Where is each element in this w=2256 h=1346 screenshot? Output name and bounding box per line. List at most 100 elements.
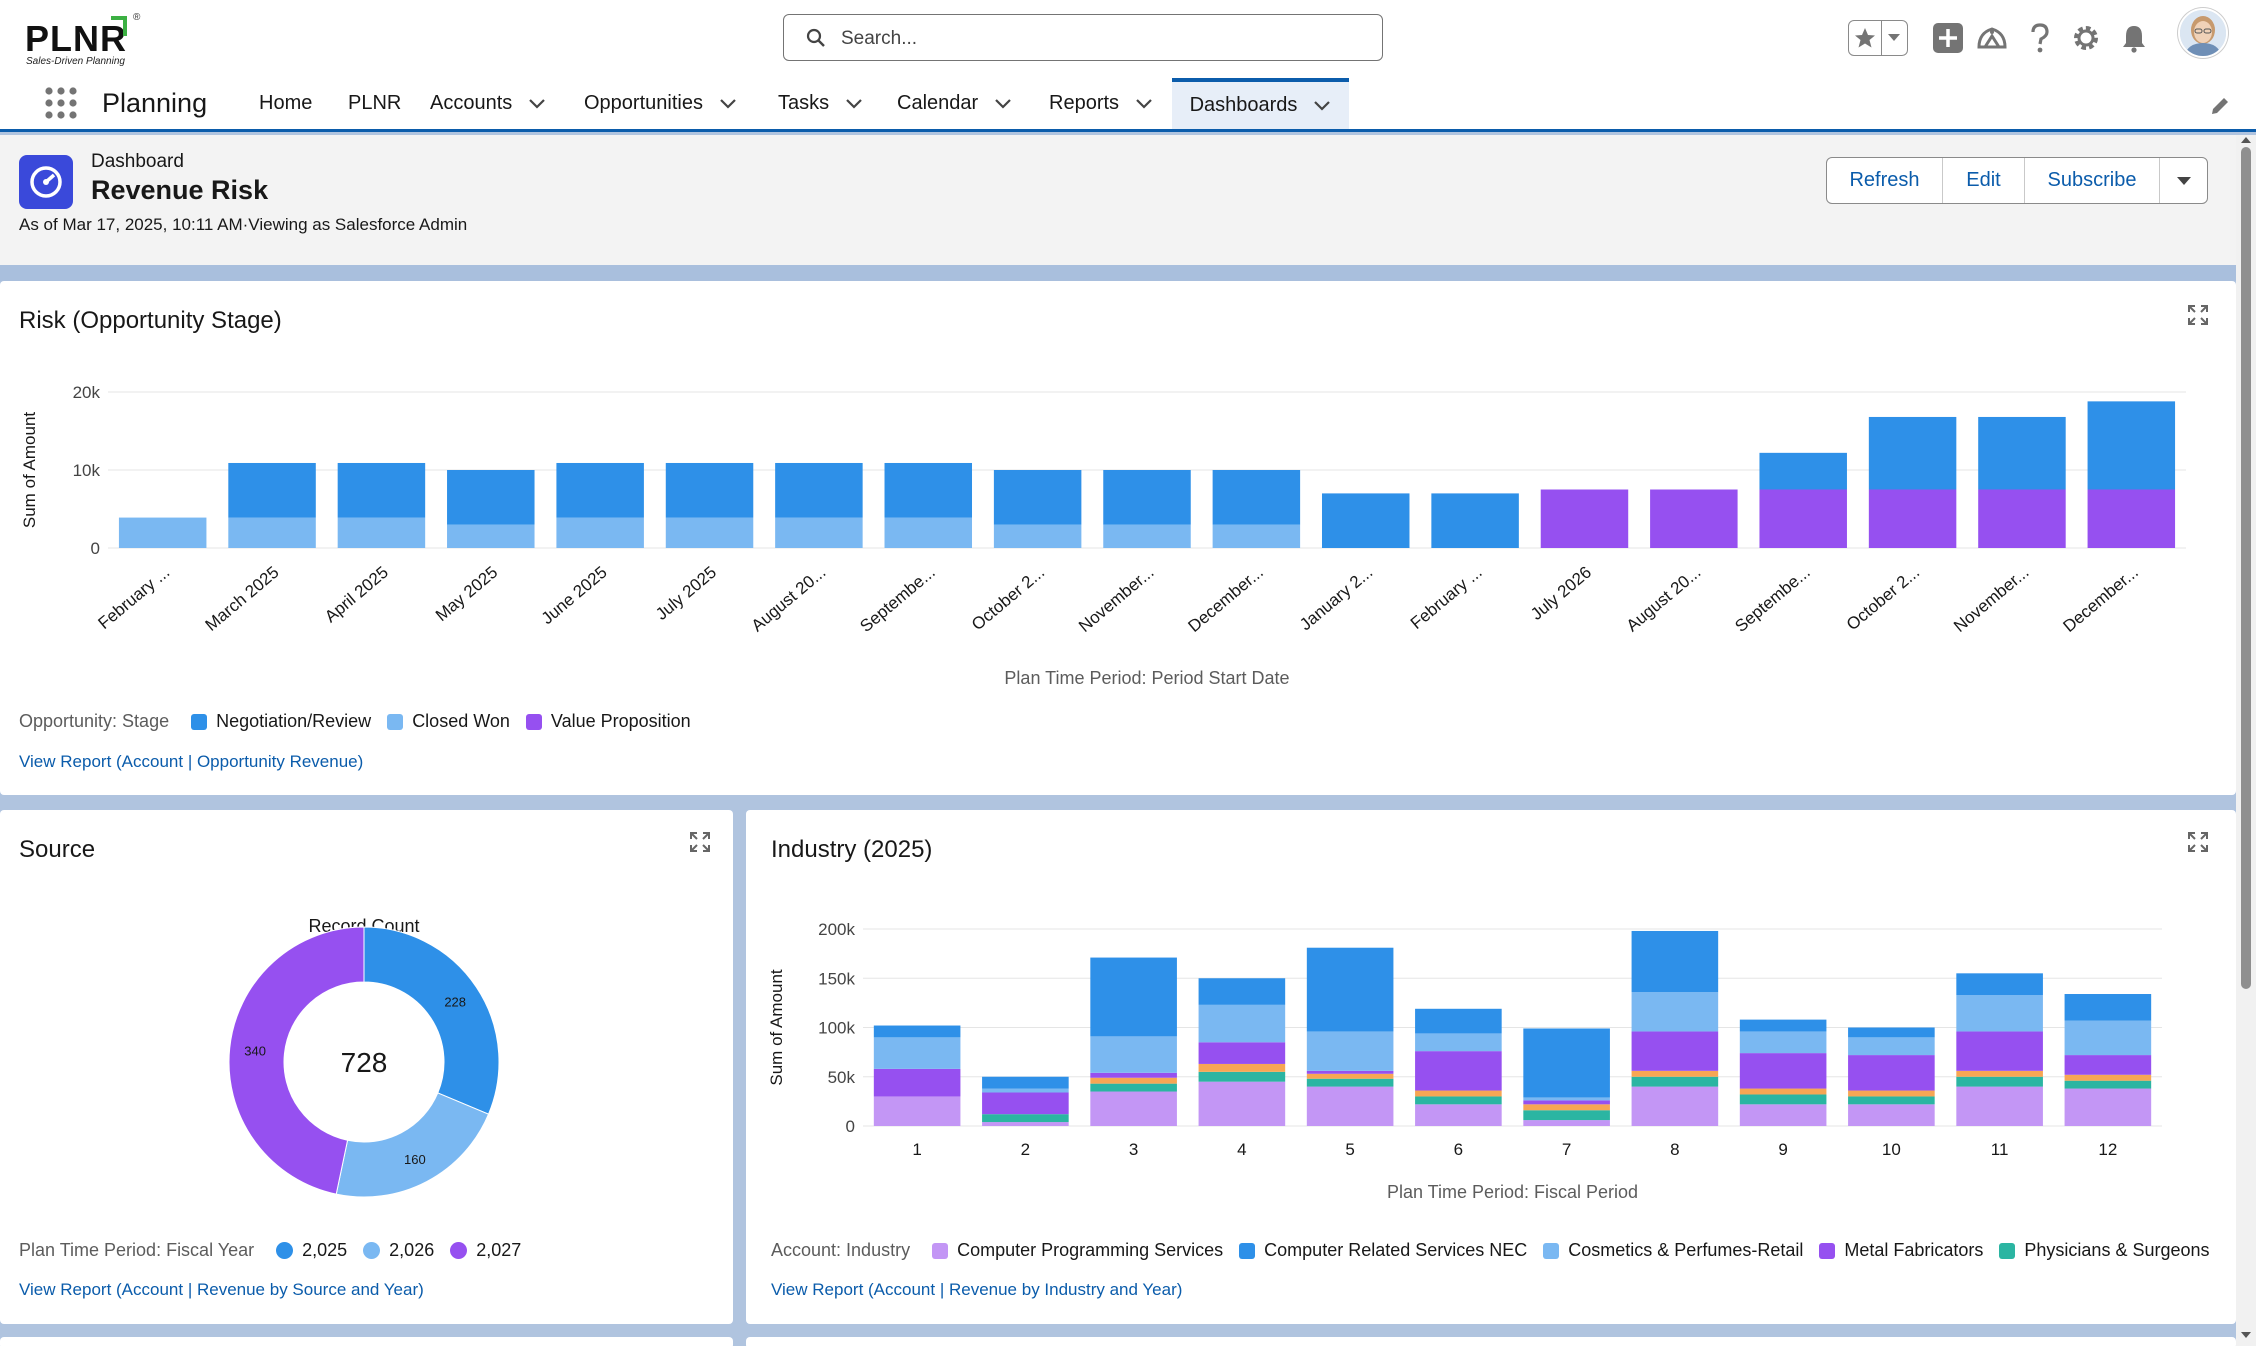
legend-item[interactable]: 2,026 — [363, 1240, 434, 1261]
legend-item[interactable]: Metal Fabricators — [1819, 1240, 1983, 1261]
x-tick-label: Septembe... — [856, 563, 938, 636]
legend-item[interactable]: Computer Related Services NEC — [1239, 1240, 1527, 1261]
bar-segment — [556, 462, 644, 518]
bar-segment — [1415, 1033, 1502, 1052]
chevron-down-icon[interactable] — [719, 98, 737, 110]
bar-segment — [1739, 1088, 1827, 1095]
legend-item[interactable]: 2,027 — [450, 1240, 521, 1261]
bar-segment — [1848, 1096, 1935, 1105]
legend-item[interactable]: Negotiation/Review — [191, 711, 371, 732]
risk-bar-chart[interactable]: 0 10k 20k Sum of Amount February ... March 20… — [0, 371, 2236, 701]
legend-item[interactable]: Computer Programming Services — [932, 1240, 1223, 1261]
legend-swatch — [525, 713, 542, 730]
view-report-link[interactable]: View Report (Account | Revenue by Source… — [19, 1280, 424, 1299]
legend-swatch — [191, 713, 208, 730]
bar-segment — [1848, 1104, 1935, 1126]
x-tick-label: August 20... — [1623, 563, 1705, 636]
y-tick-label: 150k — [818, 969, 855, 988]
nav-tab-calendar[interactable]: Calendar — [897, 78, 1012, 129]
expand-icon[interactable] — [690, 832, 710, 852]
next-card-peek — [0, 1337, 733, 1346]
donut-slice — [228, 926, 365, 1195]
bar-segment — [775, 462, 863, 518]
legend-label: Computer Programming Services — [957, 1240, 1224, 1260]
scroll-up-arrow-icon[interactable] — [2240, 135, 2252, 145]
nav-tab-dashboards[interactable]: Dashboards — [1172, 78, 1349, 129]
user-avatar[interactable] — [2178, 8, 2228, 58]
scroll-down-arrow-icon[interactable] — [2240, 1330, 2252, 1340]
bar-segment — [1739, 1094, 1827, 1105]
chevron-down-icon[interactable] — [1313, 100, 1331, 112]
nav-tab-tasks[interactable]: Tasks — [778, 78, 863, 129]
legend-item[interactable]: Value Proposition — [525, 711, 691, 732]
legend-item[interactable]: 2,025 — [276, 1240, 347, 1261]
nav-tab-label: Reports — [1049, 92, 1120, 114]
x-tick-label: October 2... — [1843, 563, 1923, 635]
help-icon[interactable] — [2022, 18, 2058, 58]
settings-gear-icon[interactable] — [2068, 18, 2104, 58]
star-icon[interactable] — [1849, 21, 1882, 55]
bar-segment — [2064, 1074, 2152, 1081]
x-tick-label: 12 — [2098, 1140, 2117, 1159]
bar-segment — [2087, 489, 2176, 548]
risk-legend-items: Negotiation/Review Closed Won Value Propos… — [191, 711, 707, 732]
nav-tab-accounts[interactable]: Accounts — [430, 78, 546, 129]
scrollbar-thumb[interactable] — [2241, 147, 2251, 989]
bar-segment — [1090, 1083, 1177, 1092]
expand-icon[interactable] — [2188, 832, 2208, 852]
bar-segment — [1198, 978, 1286, 1005]
bar-segment — [1415, 1051, 1502, 1091]
global-search-box[interactable]: Search... — [783, 14, 1383, 61]
trailhead-icon[interactable] — [1974, 18, 2010, 58]
logo-tagline: Sales-Driven Planning — [26, 56, 125, 67]
global-actions-plus-icon[interactable] — [1930, 18, 1966, 58]
chevron-down-icon[interactable] — [845, 98, 863, 110]
legend-label: Metal Fabricators — [1844, 1240, 1984, 1260]
dashboard-as-of-text: As of Mar 17, 2025, 10:11 AM·Viewing as … — [19, 215, 468, 234]
bar-segment — [982, 1076, 1069, 1089]
edit-nav-pencil-icon[interactable] — [2208, 94, 2232, 118]
nav-tab-opportunities[interactable]: Opportunities — [584, 78, 737, 129]
chevron-down-icon[interactable] — [1135, 98, 1153, 110]
app-launcher-waffle-icon[interactable] — [44, 86, 78, 120]
bar-segment — [1739, 1031, 1827, 1054]
legend-item[interactable]: Cosmetics & Perfumes-Retail — [1543, 1240, 1803, 1261]
chevron-down-icon[interactable] — [994, 98, 1012, 110]
chevron-down-icon[interactable] — [528, 98, 546, 110]
legend-label: Physicians & Surgeons — [2024, 1240, 2210, 1260]
edit-button[interactable]: Edit — [1943, 158, 2025, 203]
favorites-button[interactable] — [1848, 20, 1908, 56]
y-tick-label: 0 — [91, 539, 100, 558]
bar-segment — [982, 1088, 1069, 1093]
x-tick-label: 10 — [1882, 1140, 1901, 1159]
view-report-link[interactable]: View Report (Account | Opportunity Reven… — [19, 752, 364, 771]
notifications-bell-icon[interactable] — [2116, 18, 2152, 58]
more-actions-chevron-icon[interactable] — [2160, 158, 2207, 203]
x-tick-label: November... — [1950, 563, 2032, 636]
bar-segment — [1431, 493, 1519, 548]
legend-label: Cosmetics & Perfumes-Retail — [1568, 1240, 1804, 1260]
legend-label: 2,025 — [302, 1240, 348, 1260]
bar-segment — [873, 1025, 961, 1038]
legend-swatch — [387, 713, 404, 730]
bar-segment — [1306, 1031, 1394, 1071]
bar-segment — [1631, 1076, 1719, 1087]
bar-segment — [1631, 992, 1719, 1032]
nav-tab-plnr[interactable]: PLNR — [348, 78, 401, 129]
bar-segment — [1540, 489, 1629, 548]
view-report-link[interactable]: View Report (Account | Revenue by Indust… — [771, 1280, 1183, 1299]
nav-tab-home[interactable]: Home — [259, 78, 312, 129]
x-tick-label: 4 — [1237, 1140, 1246, 1159]
legend-item[interactable]: Closed Won — [387, 711, 510, 732]
favorites-menu-chevron-icon[interactable] — [1882, 21, 1907, 55]
nav-tab-reports[interactable]: Reports — [1049, 78, 1153, 129]
refresh-button[interactable]: Refresh — [1827, 158, 1943, 203]
expand-icon[interactable] — [2188, 305, 2208, 325]
plnr-logo[interactable]: PLNR ® Sales-Driven Planning — [25, 12, 155, 68]
bar-segment — [556, 517, 644, 548]
subscribe-button[interactable]: Subscribe — [2025, 158, 2160, 203]
page-scrollbar[interactable] — [2236, 135, 2256, 1346]
legend-item[interactable]: Physicians & Surgeons — [1999, 1240, 2210, 1261]
